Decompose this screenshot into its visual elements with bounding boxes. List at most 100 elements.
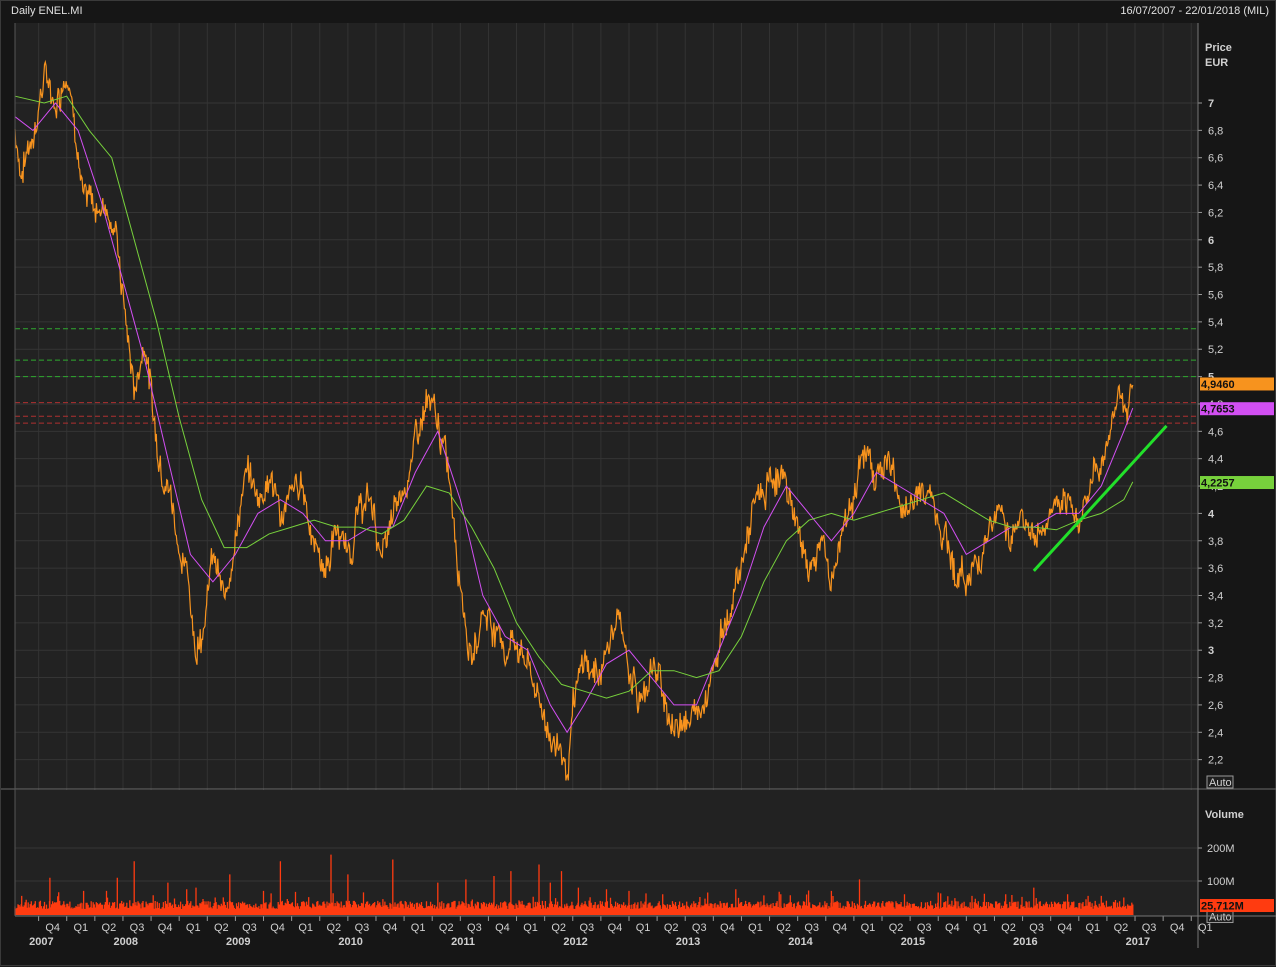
quarter-label: Q4	[383, 922, 398, 934]
y-axis-label: Price	[1205, 42, 1232, 54]
slow-moving-average-line	[14, 95, 1134, 699]
y-axis-label: EUR	[1205, 57, 1228, 69]
date-range: 16/07/2007 - 22/01/2018 (MIL)	[1120, 5, 1269, 17]
y-tick-label: 4,6	[1208, 426, 1223, 438]
quarter-label: Q1	[523, 922, 538, 934]
volume-last-value-label: 25,712M	[1201, 901, 1244, 913]
quarter-label: Q4	[945, 922, 960, 934]
quarter-label: Q3	[1029, 922, 1044, 934]
y-tick-label: 4,4	[1208, 454, 1223, 466]
quarter-label: Q1	[1086, 922, 1101, 934]
last-value-label: 4,9460	[1201, 379, 1235, 391]
quarter-label: Q4	[1170, 922, 1185, 934]
y-tick-label: 6,4	[1208, 180, 1223, 192]
trendline[interactable]	[1032, 424, 1168, 572]
quarter-label: Q3	[1142, 922, 1157, 934]
quarter-label: Q1	[411, 922, 426, 934]
quarter-label: Q1	[73, 922, 88, 934]
quarter-label: Q4	[720, 922, 735, 934]
quarter-label: Q2	[1114, 922, 1129, 934]
volume-last-value-badge	[1200, 899, 1274, 913]
quarter-label: Q4	[270, 922, 285, 934]
quarter-label: Q4	[158, 922, 173, 934]
year-label: 2013	[676, 936, 700, 948]
y-tick-label: 2,8	[1208, 673, 1223, 685]
y-tick-label: 3,6	[1208, 563, 1223, 575]
auto-scale-label: Auto	[1209, 777, 1232, 789]
quarter-label: Q2	[664, 922, 679, 934]
quarter-label: Q3	[579, 922, 594, 934]
y-tick-label: 2,6	[1208, 700, 1223, 712]
quarter-label: Q3	[917, 922, 932, 934]
y-tick-label: 6,2	[1208, 207, 1223, 219]
quarter-label: Q2	[889, 922, 904, 934]
quarter-label: Q2	[102, 922, 117, 934]
year-label: 2007	[29, 936, 53, 948]
quarter-label: Q3	[692, 922, 707, 934]
quarter-label: Q1	[861, 922, 876, 934]
y-tick-label: 3,2	[1208, 618, 1223, 630]
quarter-label: Q3	[242, 922, 257, 934]
y-tick-label: 5,6	[1208, 290, 1223, 302]
quarter-label: Q1	[636, 922, 651, 934]
quarter-label: Q3	[130, 922, 145, 934]
y-tick-label: 6,8	[1208, 125, 1223, 137]
quarter-label: Q4	[1057, 922, 1072, 934]
quarter-label: Q3	[355, 922, 370, 934]
volume-auto-scale-label: Auto	[1209, 912, 1232, 924]
year-label: 2017	[1126, 936, 1150, 948]
volume-tick-label: 100M	[1207, 876, 1235, 888]
year-label: 2012	[563, 936, 587, 948]
y-tick-label: 5,2	[1208, 344, 1223, 356]
quarter-label: Q1	[1198, 922, 1213, 934]
quarter-label: Q1	[186, 922, 201, 934]
x-axis: Q4 Q1 Q2 Q3 Q4 Q1 Q2 Q3 Q4 Q1 Q2 Q3 Q4 Q1 Q2 Q3 Q4 Q1 Q2 Q3…	[29, 916, 1213, 948]
volume-tick-label: 200M	[1207, 843, 1235, 855]
y-tick-label: 2,4	[1208, 727, 1223, 739]
year-label: 2008	[114, 936, 138, 948]
quarter-label: Q4	[45, 922, 60, 934]
y-tick-label: 4	[1208, 508, 1215, 520]
price-plot-area	[15, 23, 1198, 789]
year-label: 2014	[788, 936, 813, 948]
y-tick-label: 2,2	[1208, 755, 1223, 767]
quarter-label: Q1	[298, 922, 313, 934]
last-value-badge	[1200, 476, 1274, 490]
quarter-label: Q2	[551, 922, 566, 934]
year-label: 2009	[226, 936, 250, 948]
year-label: 2015	[901, 936, 925, 948]
quarter-label: Q3	[804, 922, 819, 934]
y-tick-label: 3	[1208, 645, 1214, 657]
y-tick-label: 5,8	[1208, 262, 1223, 274]
y-tick-label: 6	[1208, 235, 1214, 247]
volume-axis-label: Volume	[1205, 809, 1244, 821]
y-tick-label: 5,4	[1208, 317, 1223, 329]
year-label: 2010	[338, 936, 362, 948]
quarter-label: Q1	[748, 922, 763, 934]
last-value-label: 4,2257	[1201, 478, 1235, 490]
y-tick-label: 7	[1208, 98, 1214, 110]
quarter-label: Q1	[973, 922, 988, 934]
quarter-label: Q2	[776, 922, 791, 934]
auto-scale-button[interactable]	[1206, 775, 1234, 789]
chart-title: Daily ENEL.MI	[11, 5, 83, 17]
quarter-label: Q2	[214, 922, 229, 934]
quarter-label: Q4	[495, 922, 510, 934]
quarter-label: Q2	[439, 922, 454, 934]
last-value-badge	[1200, 377, 1274, 391]
quarter-label: Q2	[1001, 922, 1016, 934]
y-tick-label: 3,8	[1208, 536, 1223, 548]
quarter-label: Q2	[326, 922, 341, 934]
y-tick-label: 6,6	[1208, 153, 1223, 165]
fast-moving-average-line	[14, 102, 1134, 734]
price-series-line	[14, 59, 1134, 781]
year-label: 2016	[1013, 936, 1037, 948]
y-tick-label: 3,4	[1208, 590, 1223, 602]
quarter-label: Q4	[832, 922, 847, 934]
year-label: 2011	[451, 936, 475, 948]
quarter-label: Q3	[467, 922, 482, 934]
last-value-label: 4,7653	[1201, 404, 1235, 416]
